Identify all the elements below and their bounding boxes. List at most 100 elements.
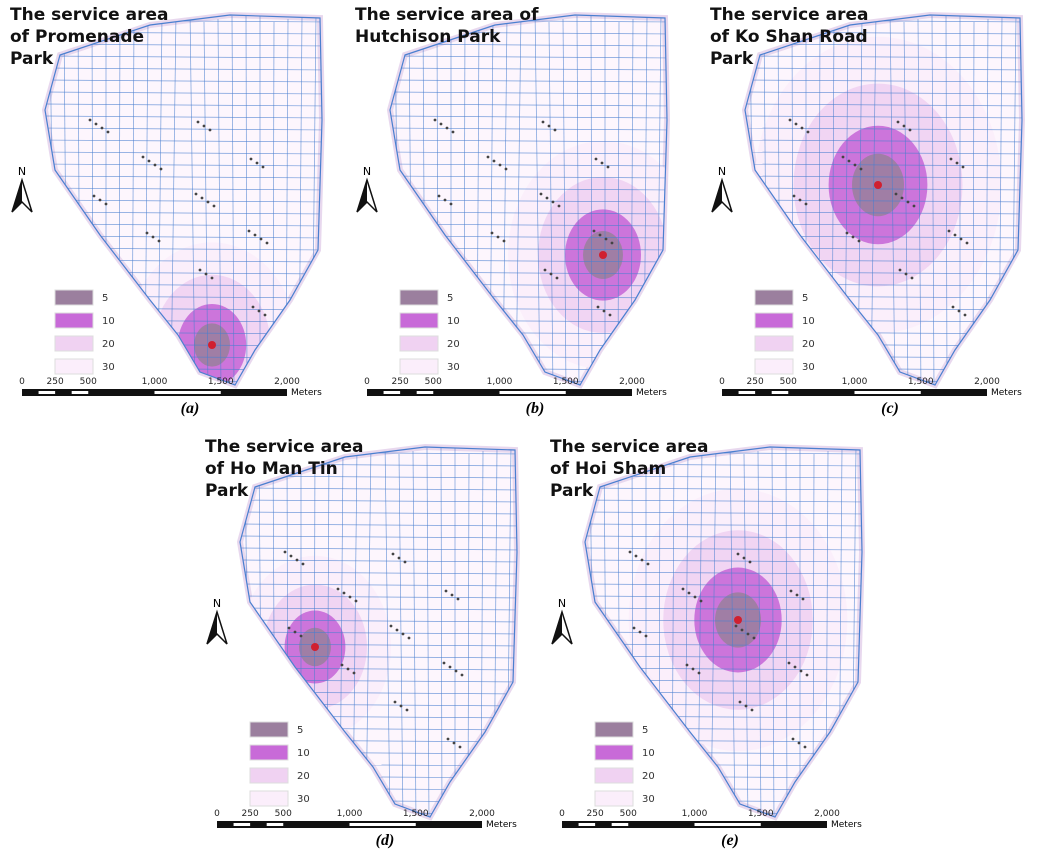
facility-dot [907, 201, 910, 204]
map-title: The service area [710, 5, 868, 25]
caption: (d) [376, 832, 395, 849]
facility-dot [686, 664, 689, 667]
facility-dot [142, 156, 145, 159]
facility-dot [593, 230, 596, 233]
legend-label: 30 [102, 362, 115, 373]
facility-dot [256, 162, 259, 165]
legend-swatch [55, 359, 93, 374]
scale-segment [855, 391, 921, 394]
facility-dot [558, 205, 561, 208]
scale-unit: Meters [991, 388, 1022, 398]
map-panel: The service areaof PromenadeParkN5102030… [0, 0, 342, 418]
facility-dot [402, 633, 405, 636]
facility-dot [455, 670, 458, 673]
facility-dot [444, 199, 447, 202]
facility-dot [436, 267, 439, 270]
park-location [599, 251, 607, 259]
facility-dot [846, 232, 849, 235]
facility-dot [355, 600, 358, 603]
caption: (b) [526, 400, 545, 417]
facility-dot [745, 705, 748, 708]
facility-dot [962, 166, 965, 169]
facility-dot [451, 594, 454, 597]
facility-dot [146, 232, 149, 235]
facility-dot [213, 205, 216, 208]
facility-dot [461, 674, 464, 677]
scale-label: 500 [80, 377, 97, 387]
facility-dot [597, 306, 600, 309]
north-label: N [558, 597, 566, 610]
facility-dot [550, 273, 553, 276]
facility-dot [211, 277, 214, 280]
facility-dot [440, 123, 443, 126]
facility-dot [901, 197, 904, 200]
park-location [874, 181, 882, 189]
facility-dot [404, 561, 407, 564]
scale-label: 0 [719, 377, 725, 387]
facility-dot [609, 314, 612, 317]
scale-label: 0 [19, 377, 25, 387]
facility-dot [107, 131, 110, 134]
facility-dot [684, 736, 687, 739]
facility-dot [266, 242, 269, 245]
map-panel: The service areaof Ko Shan RoadParkN5102… [700, 0, 1042, 418]
facility-dot [286, 699, 289, 702]
facility-dot [791, 267, 794, 270]
facility-dot [794, 666, 797, 669]
facility-dot [854, 164, 857, 167]
scale-label: 1,000 [337, 809, 363, 819]
scale-unit: Meters [486, 820, 517, 830]
facility-dot [209, 129, 212, 132]
facility-dot [448, 275, 451, 278]
map-title: of Ko Shan Road [710, 27, 868, 47]
facility-dot [793, 195, 796, 198]
facility-dot [747, 633, 750, 636]
legend-swatch [250, 791, 288, 806]
facility-dot [93, 195, 96, 198]
facility-dot [300, 635, 303, 638]
park-location [734, 616, 742, 624]
facility-dot [487, 156, 490, 159]
facility-dot [964, 314, 967, 317]
scale-label: 500 [780, 377, 797, 387]
facility-dot [603, 310, 606, 313]
scale-label: 2,000 [619, 377, 645, 387]
facility-dot [743, 557, 746, 560]
facility-dot [897, 121, 900, 124]
facility-dot [442, 271, 445, 274]
map-panel: The service area ofHutchison ParkN510203… [345, 0, 687, 418]
legend-label: 30 [447, 362, 460, 373]
facility-dot [443, 662, 446, 665]
scale-segment [234, 823, 251, 826]
legend-label: 10 [102, 316, 115, 327]
north-label: N [363, 165, 371, 178]
facility-dot [434, 119, 437, 122]
facility-dot [852, 236, 855, 239]
facility-dot [554, 129, 557, 132]
facility-dot [735, 625, 738, 628]
facility-dot [250, 158, 253, 161]
facility-dot [203, 125, 206, 128]
scale-label: 500 [425, 377, 442, 387]
facility-dot [542, 121, 545, 124]
legend-swatch [55, 336, 93, 351]
legend-label: 20 [642, 771, 655, 782]
facility-dot [599, 234, 602, 237]
facility-dot [595, 158, 598, 161]
legend-label: 20 [447, 339, 460, 350]
facility-dot [91, 267, 94, 270]
facility-dot [633, 627, 636, 630]
facility-dot [158, 240, 161, 243]
map-panel: The service areaof Ho Man TinParkN510203… [195, 432, 537, 850]
facility-dot [160, 168, 163, 171]
facility-dot [347, 668, 350, 671]
facility-dot [909, 129, 912, 132]
facility-dot [97, 271, 100, 274]
scale-label: 0 [364, 377, 370, 387]
map-title: of Ho Man Tin [205, 459, 338, 479]
facility-dot [682, 588, 685, 591]
north-label: N [18, 165, 26, 178]
north-label: N [718, 165, 726, 178]
scale-label: 250 [587, 809, 604, 819]
facility-dot [408, 637, 411, 640]
